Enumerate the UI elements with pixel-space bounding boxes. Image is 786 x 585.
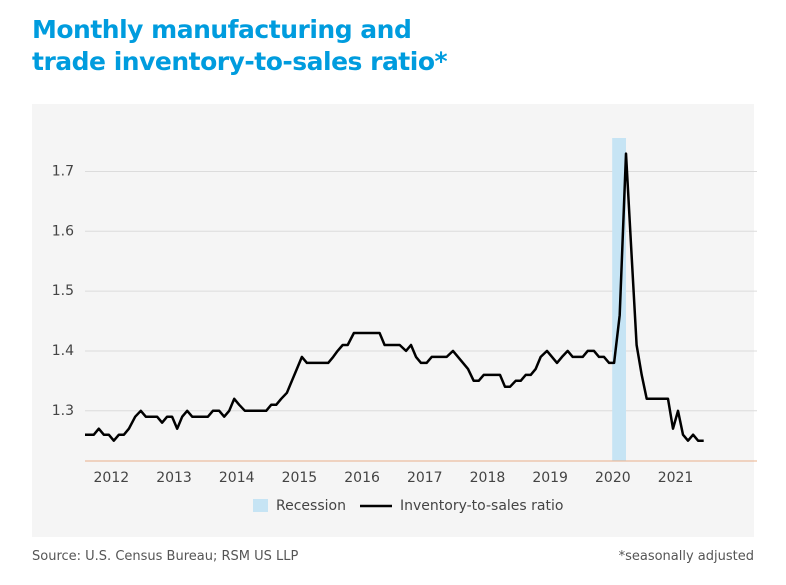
chart-panel: [32, 104, 754, 537]
x-tick-label: 2020: [595, 470, 631, 486]
legend-label: Recession: [276, 498, 346, 514]
x-tick-label: 2021: [658, 470, 694, 486]
x-tick-label: 2013: [156, 470, 192, 486]
ratio-line: [85, 152, 704, 442]
source: Source: U.S. Census Bureau; RSM US LLP: [32, 549, 299, 564]
y-tick-label: 1.7: [52, 163, 74, 179]
x-tick-label: 2017: [407, 470, 443, 486]
y-tick-label: 1.4: [52, 343, 74, 359]
chart-title: Monthly manufacturing and trade inventor…: [32, 15, 448, 76]
x-tick-label: 2019: [532, 470, 568, 486]
legend-swatch: [253, 499, 268, 512]
note: *seasonally adjusted: [618, 549, 754, 564]
x-tick-label: 2016: [344, 470, 380, 486]
y-tick-label: 1.5: [52, 283, 74, 299]
x-tick-label: 2014: [219, 470, 255, 486]
y-tick-label: 1.3: [52, 403, 74, 419]
x-tick-label: 2015: [282, 470, 318, 486]
x-tick-label: 2012: [94, 470, 130, 486]
legend-label: Inventory-to-sales ratio: [400, 498, 563, 514]
x-tick-label: 2018: [470, 470, 506, 486]
y-tick-label: 1.6: [52, 223, 74, 239]
